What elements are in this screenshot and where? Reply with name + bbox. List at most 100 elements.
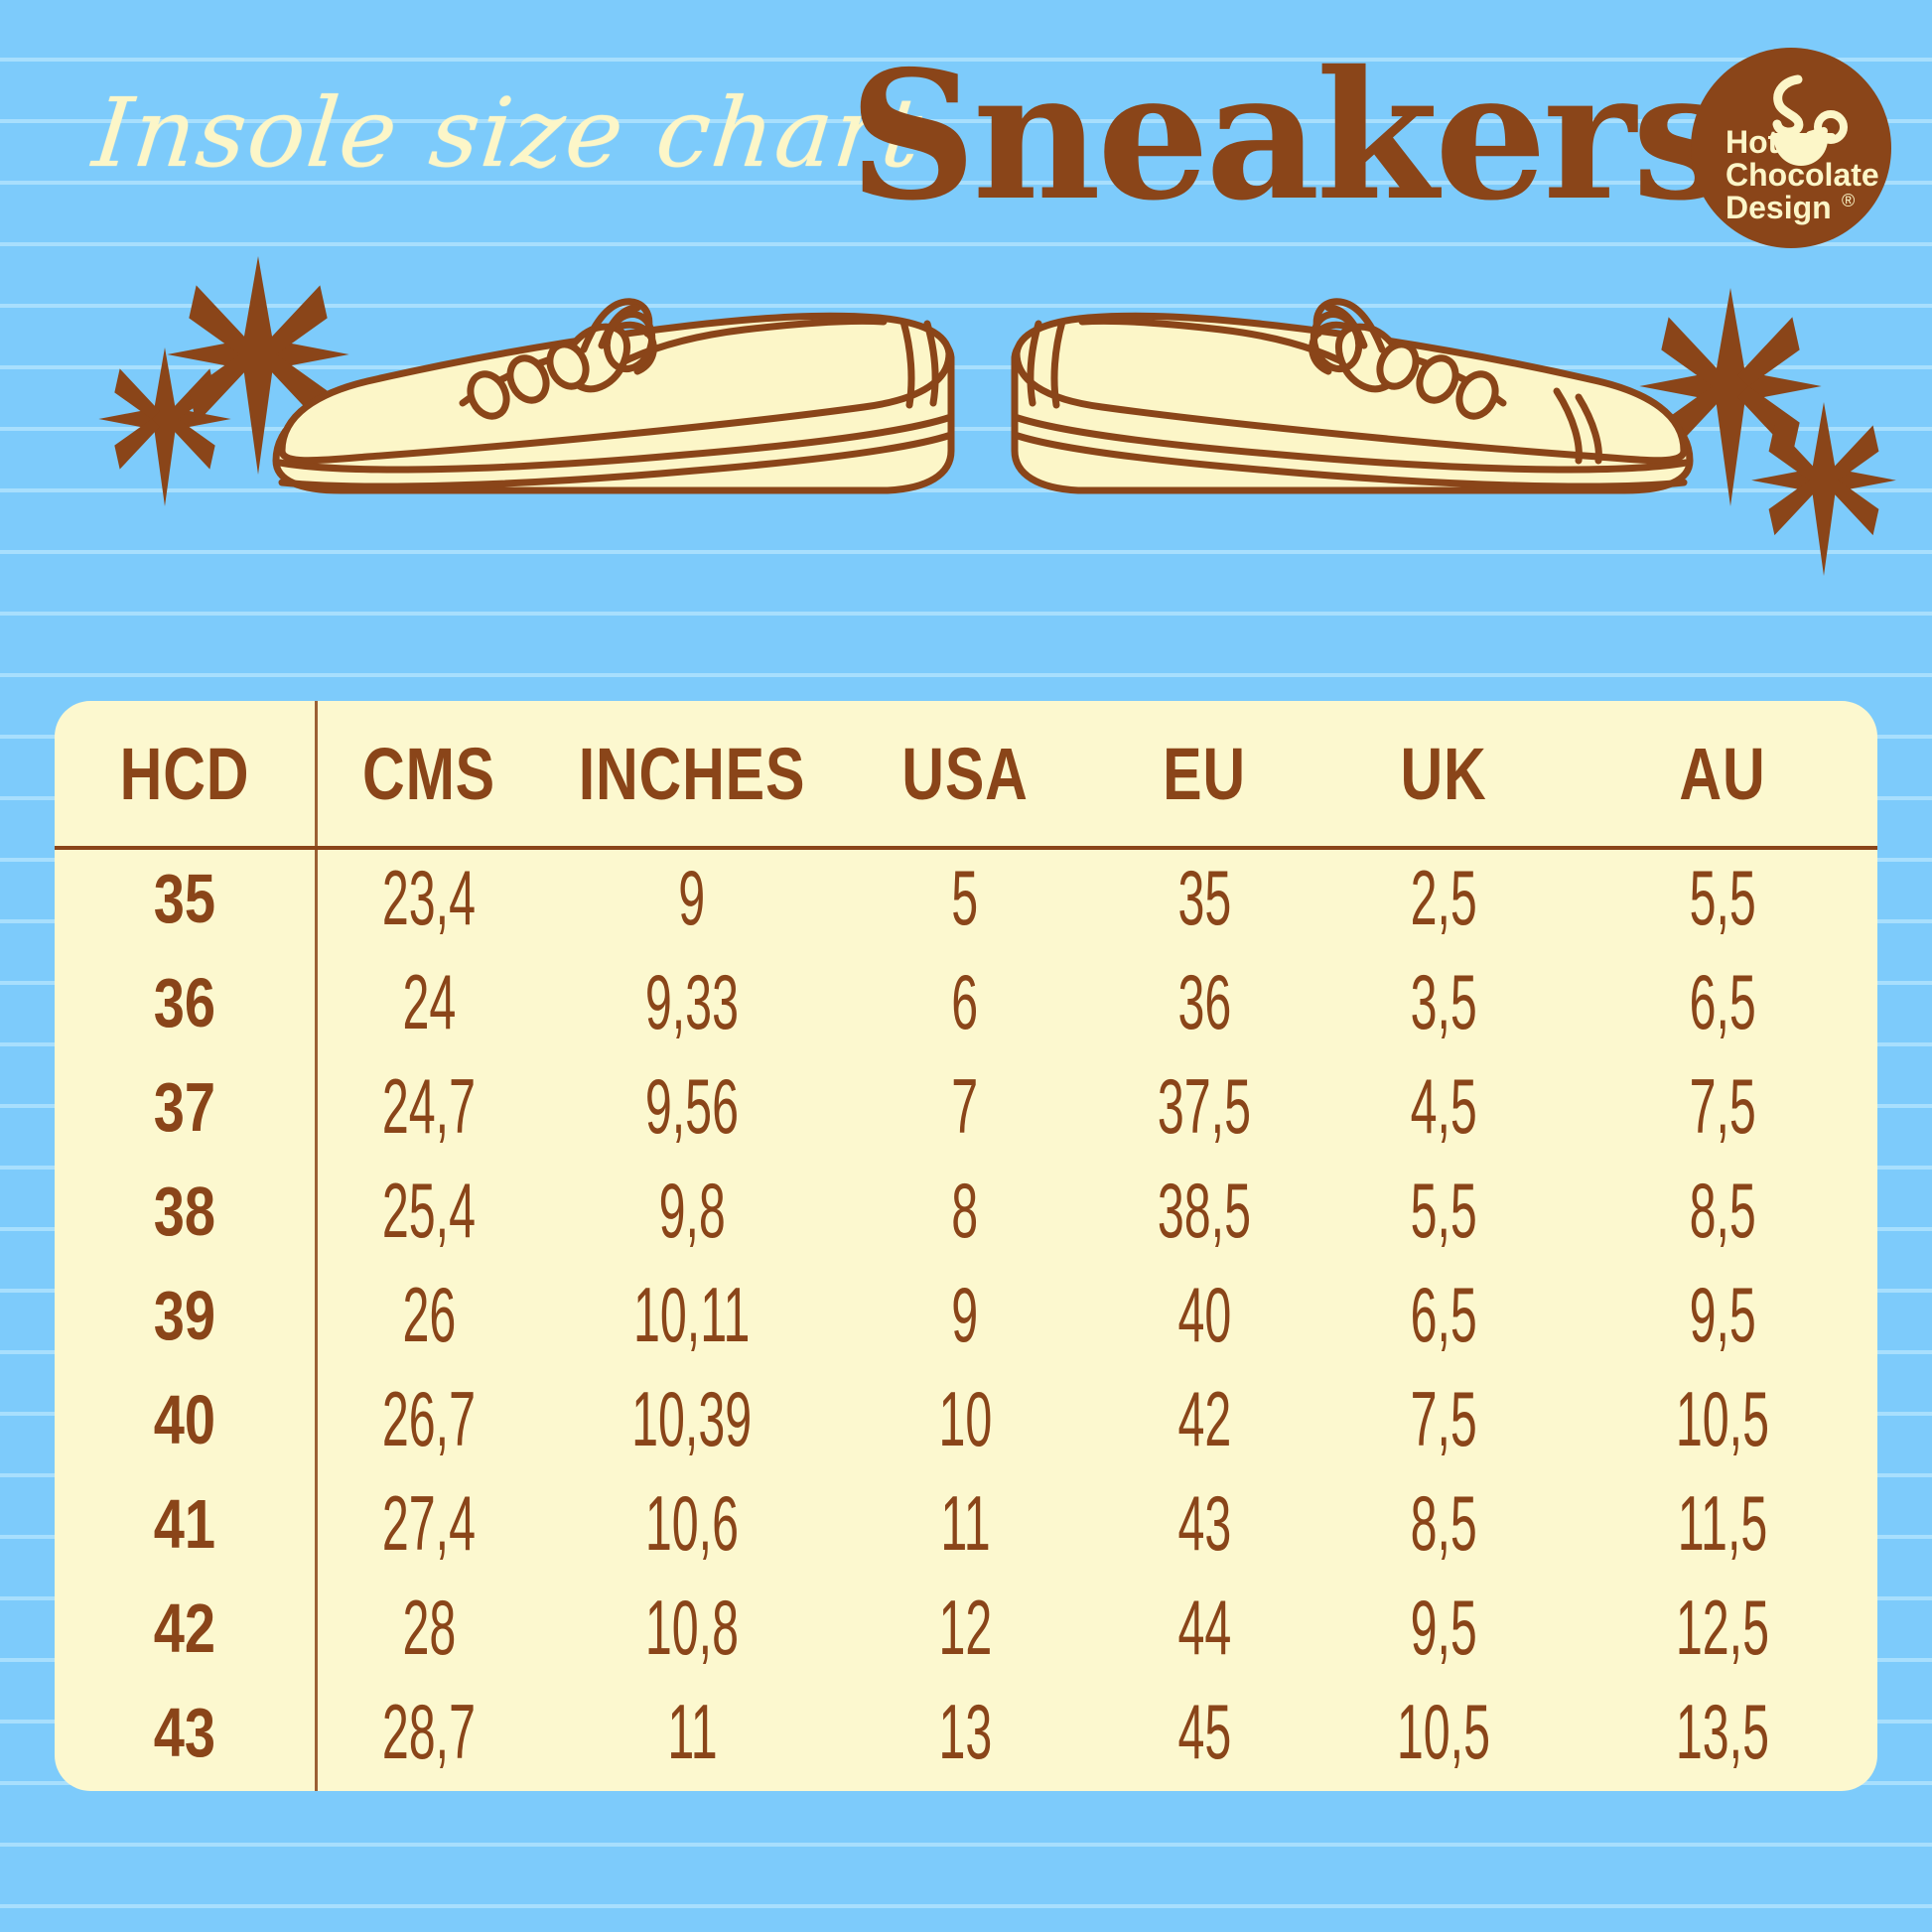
table-row: 38 25,4 9,8 8 38,5 5,5 8,5 [55, 1159, 1877, 1263]
cell-value: 38,5 [1157, 1167, 1252, 1254]
cell-value: 24 [402, 958, 456, 1045]
cell-eu: 36 [1089, 950, 1319, 1054]
cell-cms: 23,4 [315, 846, 543, 950]
cell-inches: 9,56 [543, 1054, 841, 1159]
cell-inches: 9 [543, 846, 841, 950]
cell-value: 3,5 [1410, 958, 1477, 1045]
cell-value: 5,5 [1410, 1167, 1477, 1254]
cell-value: 27,4 [381, 1479, 477, 1567]
cell-uk: 6,5 [1319, 1263, 1568, 1367]
cell-value: 6 [951, 958, 979, 1045]
table-row: 39 26 10,11 9 40 6,5 9,5 [55, 1263, 1877, 1367]
cell-value: 12,5 [1675, 1584, 1770, 1671]
cell-value: 25,4 [381, 1167, 477, 1254]
cell-value: 39 [153, 1276, 216, 1354]
cell-value: 9 [951, 1271, 979, 1358]
cell-uk: 8,5 [1319, 1471, 1568, 1576]
cell-value: 5,5 [1689, 854, 1756, 941]
cell-value: 9,8 [658, 1167, 726, 1254]
cell-value: 5 [951, 854, 979, 941]
cell-value: 8,5 [1689, 1167, 1756, 1254]
cell-value: 9,33 [644, 958, 740, 1045]
logo-line-1: Hot [1725, 124, 1779, 160]
table-row: 36 24 9,33 6 36 3,5 6,5 [55, 950, 1877, 1054]
cell-cms: 24 [315, 950, 543, 1054]
cell-value: 7,5 [1689, 1062, 1756, 1150]
table-row: 41 27,4 10,6 11 43 8,5 11,5 [55, 1471, 1877, 1576]
table-row: 40 26,7 10,39 10 42 7,5 10,5 [55, 1367, 1877, 1471]
cell-value: 26 [402, 1271, 456, 1358]
cell-value: 10,5 [1675, 1375, 1770, 1462]
cell-value: 43 [1177, 1479, 1231, 1567]
cell-au: 9,5 [1568, 1263, 1877, 1367]
table-row: 42 28 10,8 12 44 9,5 12,5 [55, 1576, 1877, 1680]
cell-value: 11 [666, 1688, 718, 1775]
cell-cms: 25,4 [315, 1159, 543, 1263]
brand-logo: Hot Chocolate Design ® [1691, 48, 1891, 248]
cell-au: 8,5 [1568, 1159, 1877, 1263]
cell-eu: 35 [1089, 846, 1319, 950]
header-underline [55, 846, 1877, 850]
cell-value: 43 [153, 1693, 216, 1771]
table-row: 35 23,4 9 5 35 2,5 5,5 [55, 846, 1877, 950]
cell-value: 8 [951, 1167, 979, 1254]
sparkle-star-right-lower [1749, 402, 1898, 581]
cell-value: 9,5 [1689, 1271, 1756, 1358]
cell-usa: 13 [841, 1680, 1089, 1784]
logo-line-3: Design [1725, 190, 1832, 225]
cell-usa: 8 [841, 1159, 1089, 1263]
page-title: Sneakers [849, 32, 1731, 239]
cell-hcd: 36 [55, 950, 315, 1054]
cell-hcd: 37 [55, 1054, 315, 1159]
cell-cms: 26 [315, 1263, 543, 1367]
cell-hcd: 39 [55, 1263, 315, 1367]
cell-value: 35 [1177, 854, 1231, 941]
cell-hcd: 41 [55, 1471, 315, 1576]
cell-eu: 43 [1089, 1471, 1319, 1576]
column-header-au: AU [1679, 732, 1766, 815]
cell-uk: 4,5 [1319, 1054, 1568, 1159]
cell-value: 2,5 [1410, 854, 1477, 941]
cell-uk: 2,5 [1319, 846, 1568, 950]
cell-inches: 9,33 [543, 950, 841, 1054]
cell-hcd: 40 [55, 1367, 315, 1471]
cell-value: 11,5 [1677, 1479, 1768, 1567]
cell-inches: 10,6 [543, 1471, 841, 1576]
cell-hcd: 42 [55, 1576, 315, 1680]
cell-value: 37 [153, 1067, 216, 1146]
cell-value: 28,7 [381, 1688, 477, 1775]
cell-hcd: 43 [55, 1680, 315, 1784]
logo-registered-mark: ® [1842, 191, 1855, 210]
cell-value: 9,5 [1410, 1584, 1477, 1671]
table-header-row: HCD CMS INCHES USA EU UK AU [55, 701, 1877, 846]
header: Insole size chart Sneakers [0, 0, 1932, 248]
cell-uk: 3,5 [1319, 950, 1568, 1054]
cell-value: 23,4 [381, 854, 477, 941]
cell-usa: 9 [841, 1263, 1089, 1367]
cell-eu: 37,5 [1089, 1054, 1319, 1159]
cell-value: 7,5 [1410, 1375, 1477, 1462]
sneaker-illustration-right [1003, 276, 1698, 539]
cell-au: 11,5 [1568, 1471, 1877, 1576]
cell-value: 7 [951, 1062, 979, 1150]
cell-cms: 27,4 [315, 1471, 543, 1576]
cell-value: 6,5 [1689, 958, 1756, 1045]
cell-value: 13 [938, 1688, 992, 1775]
cell-value: 35 [153, 859, 216, 937]
column-header-inches: INCHES [578, 732, 806, 815]
cell-cms: 28 [315, 1576, 543, 1680]
table-body: 35 23,4 9 5 35 2,5 5,5 36 24 9,33 6 36 3,5 6,5 37 24,7 9… [55, 846, 1877, 1784]
cell-eu: 44 [1089, 1576, 1319, 1680]
cell-eu: 40 [1089, 1263, 1319, 1367]
logo-line-2: Chocolate [1725, 157, 1879, 193]
cell-value: 10,11 [633, 1271, 751, 1358]
cell-value: 45 [1177, 1688, 1231, 1775]
cell-au: 5,5 [1568, 846, 1877, 950]
cell-value: 41 [153, 1484, 216, 1563]
cell-usa: 11 [841, 1471, 1089, 1576]
cell-au: 7,5 [1568, 1054, 1877, 1159]
cell-value: 10,5 [1396, 1688, 1491, 1775]
cell-au: 10,5 [1568, 1367, 1877, 1471]
cell-usa: 7 [841, 1054, 1089, 1159]
cell-value: 26,7 [381, 1375, 477, 1462]
